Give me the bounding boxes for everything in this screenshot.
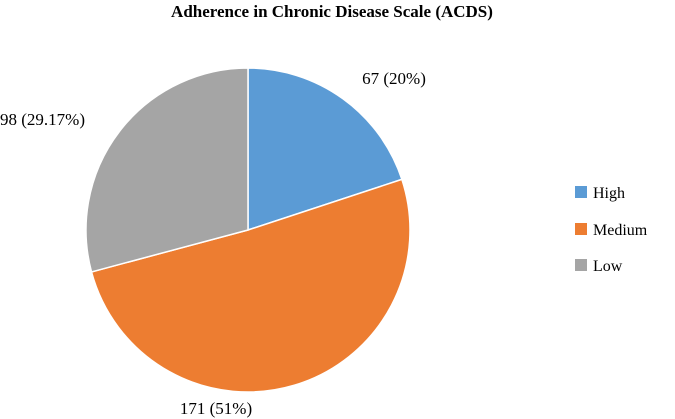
legend-swatch-low bbox=[575, 259, 587, 271]
legend-item-low: Low bbox=[575, 258, 623, 275]
legend-label-high: High bbox=[593, 185, 625, 202]
slice-label-low: 98 (29.17%) bbox=[0, 110, 85, 129]
slice-label-medium: 171 (51%) bbox=[180, 399, 252, 418]
legend-item-medium: Medium bbox=[575, 222, 648, 239]
legend-swatch-high bbox=[575, 186, 587, 198]
legend-swatch-medium bbox=[575, 223, 587, 235]
pie-slice-low bbox=[85, 67, 249, 273]
pie-slice-high bbox=[247, 67, 403, 232]
legend: High Medium Low bbox=[575, 185, 648, 275]
pie-slice-medium bbox=[90, 178, 411, 393]
legend-label-medium: Medium bbox=[593, 222, 648, 239]
legend-item-high: High bbox=[575, 185, 625, 202]
pie-slice-labels: 67 (20%) 171 (51%) 98 (29.17%) bbox=[0, 69, 426, 418]
chart-title: Adherence in Chronic Disease Scale (ACDS… bbox=[171, 2, 493, 21]
slice-label-high: 67 (20%) bbox=[362, 69, 426, 88]
pie-slices bbox=[85, 67, 411, 393]
legend-label-low: Low bbox=[593, 258, 623, 275]
